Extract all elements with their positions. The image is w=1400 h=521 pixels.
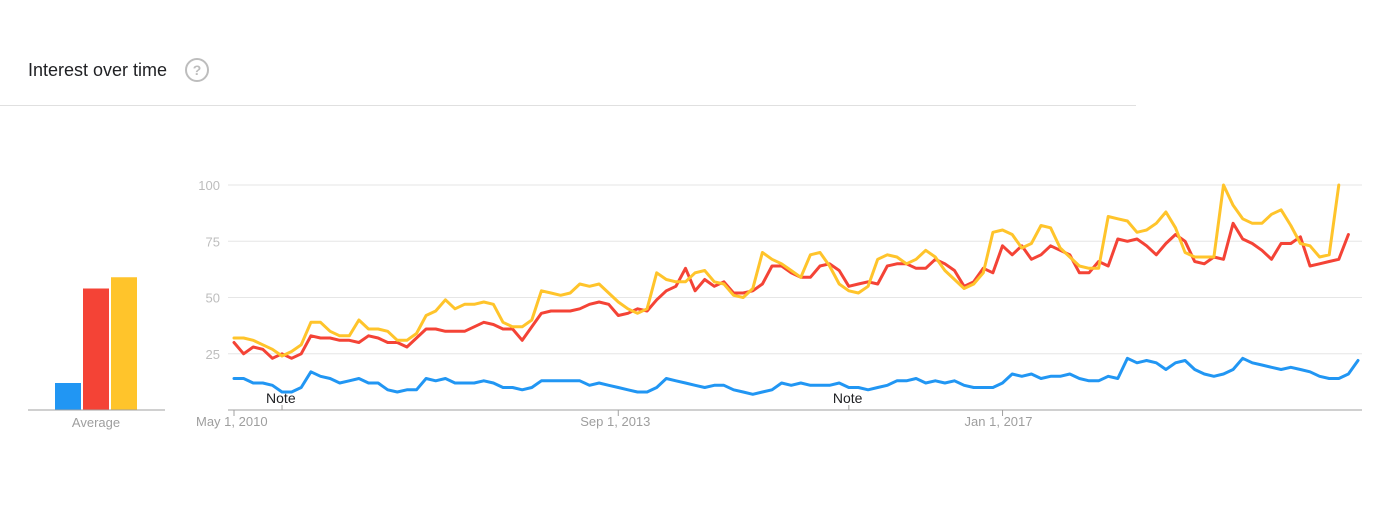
series-blue-line[interactable] — [232, 356, 1360, 396]
y-tick-label: 75 — [206, 234, 220, 249]
average-bar-blue[interactable] — [55, 383, 81, 410]
x-tick-label: Jan 1, 2017 — [965, 414, 1033, 429]
y-tick-label: 25 — [206, 347, 220, 362]
series-yellow-line[interactable] — [232, 183, 1341, 358]
header-divider — [0, 105, 1136, 106]
average-bars — [28, 277, 165, 411]
series-lines — [232, 183, 1360, 396]
note-label[interactable]: Note — [833, 390, 863, 406]
series-red-line[interactable] — [232, 221, 1350, 360]
help-icon[interactable]: ? — [185, 58, 210, 82]
y-tick-label: 100 — [198, 178, 220, 193]
average-label: Average — [72, 415, 120, 430]
x-tick-label: Sep 1, 2013 — [580, 414, 650, 429]
average-bar-red[interactable] — [83, 288, 109, 411]
chart-header: Interest over time ? — [28, 58, 210, 82]
note-label[interactable]: Note — [266, 390, 296, 406]
y-tick-label: 50 — [206, 291, 220, 306]
average-bar-yellow[interactable] — [111, 277, 137, 410]
chart-title: Interest over time — [28, 59, 168, 80]
notes: Note Note — [266, 390, 863, 410]
grid: 25 50 75 100 — [198, 178, 1362, 411]
x-tick-label: May 1, 2010 — [196, 414, 268, 429]
x-axis-ticks: May 1, 2010 Sep 1, 2013 Jan 1, 2017 — [196, 410, 1033, 429]
